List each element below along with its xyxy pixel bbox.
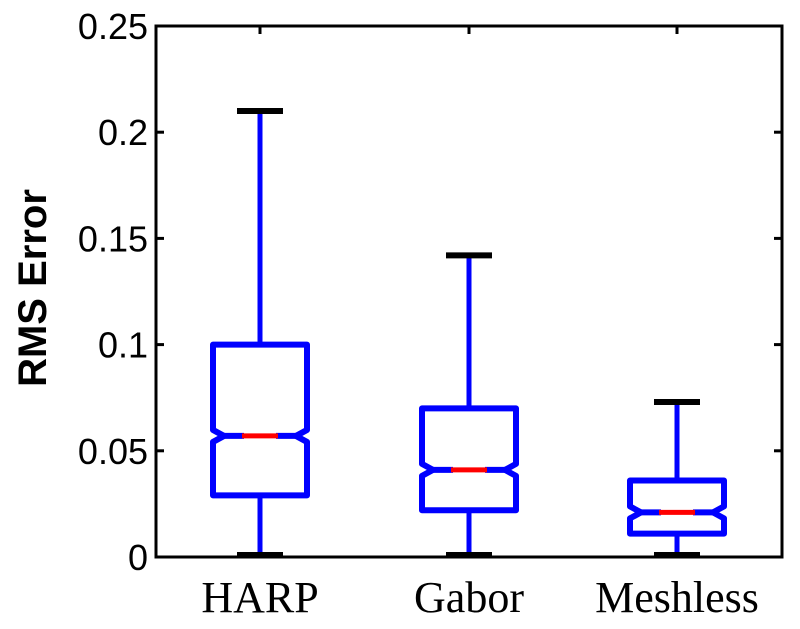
y-tick-label: 0.1 — [98, 325, 148, 366]
box-meshless — [627, 398, 727, 558]
y-tick-label: 0 — [128, 537, 148, 578]
notched-box — [419, 405, 519, 514]
y-axis-label: RMS Error — [11, 189, 55, 387]
y-tick-label: 0.15 — [78, 218, 148, 259]
notched-box — [210, 341, 310, 499]
y-tick-label: 0.25 — [78, 6, 148, 47]
y-tick-label: 0.05 — [78, 431, 148, 472]
y-tick-label: 0.2 — [98, 112, 148, 153]
x-axis-ticks: HARP Gabor Meshless — [201, 26, 759, 622]
box-harp — [210, 107, 310, 558]
x-category-label: HARP — [201, 573, 318, 622]
box-gabor — [419, 252, 519, 558]
x-category-label: Meshless — [595, 573, 759, 622]
y-axis-ticks: 0 0.05 0.1 0.15 0.2 0.25 — [78, 6, 782, 578]
x-category-label: Gabor — [414, 573, 524, 622]
boxes-layer — [210, 107, 727, 558]
notched-box — [627, 477, 727, 537]
